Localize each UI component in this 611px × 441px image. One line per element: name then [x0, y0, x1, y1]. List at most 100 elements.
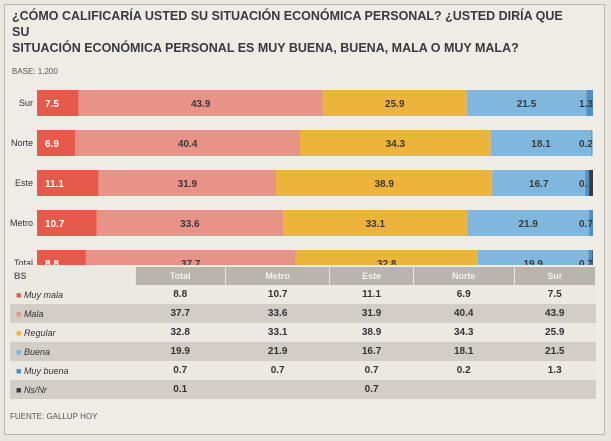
- data-label: 0.7: [579, 259, 593, 265]
- table-header-row: BS Total Metro Este Norte Sur: [10, 267, 597, 285]
- bar-segment: [589, 210, 593, 236]
- bar-segment: [492, 170, 586, 196]
- row-label: ■ Ns/Nr: [10, 380, 135, 399]
- row-label: ■ Muy buena: [10, 361, 135, 380]
- table-row: ■ Mala 37.7 33.6 31.9 40.4 43.9: [10, 304, 596, 323]
- category-label: Este: [15, 178, 33, 188]
- bar-segment: [586, 90, 593, 116]
- table-cell: 0.7: [329, 361, 414, 380]
- table-cell: 33.1: [225, 323, 330, 342]
- data-label: 11.1: [45, 179, 64, 190]
- header-norte: Norte: [413, 267, 515, 285]
- data-label: 0.7: [579, 219, 593, 230]
- table-row: ■ Buena 19.9 21.9 16.7 18.1 21.5: [10, 342, 596, 361]
- data-label: 38.9: [374, 179, 394, 190]
- table-cell: 1.3: [514, 361, 596, 380]
- data-label: 31.9: [178, 179, 198, 190]
- table-cell: 32.8: [135, 323, 226, 342]
- table-row: ■ Muy mala 8.8 10.7 11.1 6.9 7.5: [10, 285, 596, 304]
- bar-segment: [490, 130, 592, 156]
- table-row: ■ Regular 32.8 33.1 38.9 34.3 25.9: [10, 323, 596, 342]
- header-metro: Metro: [225, 267, 331, 285]
- bar-segment: [37, 250, 86, 265]
- header-este: Este: [329, 267, 414, 285]
- bar-segment: [467, 210, 590, 236]
- table-cell: 43.9: [514, 304, 596, 323]
- bar-segment: [283, 210, 468, 236]
- bar-segment: [589, 170, 593, 196]
- row-label: ■ Buena: [10, 342, 135, 361]
- table-cell: 0.2: [413, 361, 515, 380]
- bar-segment: [295, 250, 478, 265]
- category-label: Metro: [10, 218, 33, 228]
- bar-segment: [37, 210, 97, 236]
- table-cell: 18.1: [413, 342, 515, 361]
- bar-segment: [96, 210, 284, 236]
- chart-title: ¿Cómo calificaría usted su situación eco…: [12, 8, 572, 56]
- data-label: 37.7: [181, 259, 201, 265]
- data-label: 1.3: [579, 99, 593, 110]
- row-label: ■ Mala: [10, 304, 135, 323]
- bar-segment: [75, 130, 300, 156]
- data-table: BS Total Metro Este Norte Sur ■ Muy mala…: [10, 267, 597, 399]
- header-total: Total: [135, 267, 226, 285]
- bar-segment: [37, 90, 79, 116]
- data-label: 18.1: [531, 139, 551, 150]
- data-label: 43.9: [191, 99, 211, 110]
- data-label: 34.3: [386, 139, 406, 150]
- table-corner: BS: [10, 267, 136, 285]
- table-cell: 6.9: [413, 285, 515, 304]
- data-label: 10.7: [45, 219, 65, 230]
- data-label: 33.1: [366, 219, 386, 230]
- table-cell: [514, 380, 596, 399]
- bar-segment: [585, 170, 590, 196]
- table-cell: 38.9: [329, 323, 414, 342]
- bar-segment: [98, 170, 277, 196]
- table-cell: 8.8: [135, 285, 226, 304]
- table-cell: 0.7: [225, 361, 330, 380]
- table-cell: 40.4: [413, 304, 515, 323]
- bar-segment: [85, 250, 296, 265]
- data-label: 7.5: [45, 99, 59, 110]
- row-label: ■ Regular: [10, 323, 135, 342]
- bar-segment: [78, 90, 323, 116]
- data-label: 16.7: [529, 179, 549, 190]
- data-label: 0.: [579, 179, 588, 190]
- bar-segment: [37, 170, 99, 196]
- category-label: Sur: [19, 98, 33, 108]
- table-cell: 11.1: [329, 285, 414, 304]
- title-line-2: situación económica personal es muy buen…: [12, 41, 519, 55]
- table-cell: 7.5: [514, 285, 596, 304]
- bar-segment: [591, 130, 593, 156]
- stacked-bar-chart: Sur 7.5 43.9 25.9 21.5 1.3 Norte 6.9 40.4 34.3 18.…: [10, 90, 593, 265]
- bar-segment: [477, 250, 589, 265]
- table-cell: 0.7: [135, 361, 226, 380]
- row-label: ■ Muy mala: [10, 285, 135, 304]
- title-line-1: ¿Cómo calificaría usted su situación eco…: [12, 9, 563, 39]
- category-label: Total: [14, 258, 33, 265]
- bar-segment: [592, 250, 593, 265]
- table-cell: 19.9: [135, 342, 226, 361]
- source-note: Fuente: Gallup Hoy: [10, 412, 98, 421]
- bar-segment: [299, 130, 491, 156]
- data-label: 33.6: [180, 219, 200, 230]
- table-cell: 16.7: [329, 342, 414, 361]
- data-label: 32.8: [377, 259, 397, 265]
- header-sur: Sur: [514, 267, 597, 285]
- bar-segment: [466, 90, 587, 116]
- table-cell: 21.9: [225, 342, 330, 361]
- data-label: 21.5: [517, 99, 537, 110]
- table-cell: [413, 380, 515, 399]
- data-label: 25.9: [385, 99, 405, 110]
- table-cell: 10.7: [225, 285, 330, 304]
- table-cell: 25.9: [514, 323, 596, 342]
- table-cell: 37.7: [135, 304, 226, 323]
- bar-segment: [37, 130, 76, 156]
- data-label: 8.8: [45, 259, 59, 265]
- table-cell: 0.1: [135, 380, 226, 399]
- base-note: Base: 1,200: [12, 67, 58, 76]
- table-row: ■ Muy buena 0.7 0.7 0.7 0.2 1.3: [10, 361, 596, 380]
- table-cell: 34.3: [413, 323, 515, 342]
- data-label: 21.9: [518, 219, 538, 230]
- bar-segment: [322, 90, 467, 116]
